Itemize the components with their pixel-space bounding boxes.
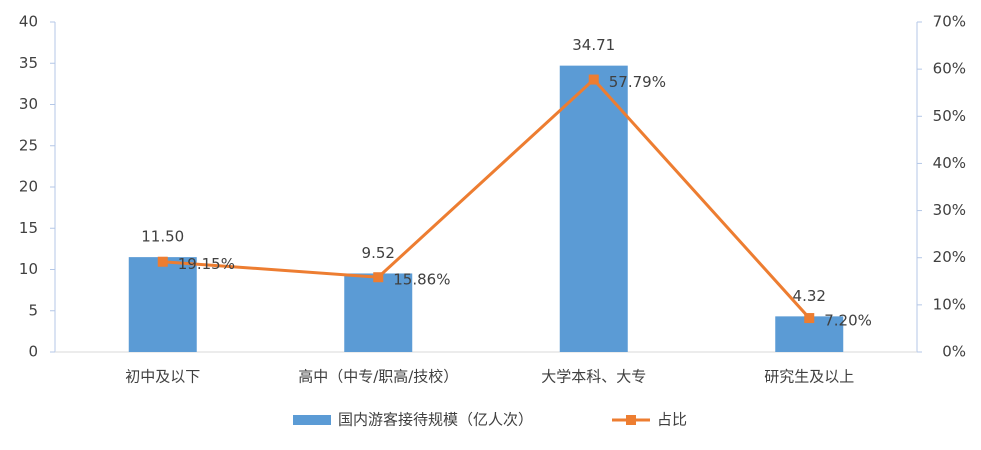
y2-tick-label: 20% <box>933 248 966 266</box>
y-tick-label: 35 <box>19 54 38 72</box>
line-marker <box>157 256 168 267</box>
y2-tick-label: 70% <box>933 13 966 31</box>
y2-tick-label: 0% <box>942 343 966 361</box>
line-marker <box>804 313 815 324</box>
legend-swatch <box>293 415 331 425</box>
bar-value-label: 11.50 <box>141 228 184 246</box>
y-tick-label: 30 <box>19 95 38 113</box>
y-tick-label: 40 <box>19 13 38 31</box>
bar <box>559 65 628 352</box>
line-value-label: 19.15% <box>178 255 235 273</box>
line-value-label: 57.79% <box>609 73 666 91</box>
y2-tick-label: 40% <box>933 154 966 172</box>
y2-tick-label: 50% <box>933 107 966 125</box>
bar-value-label: 4.32 <box>793 287 826 305</box>
bar-value-label: 9.52 <box>362 244 395 262</box>
line <box>162 77 811 320</box>
x-tick-label: 大学本科、大专 <box>541 368 646 386</box>
y-tick-label: 20 <box>19 178 38 196</box>
y-tick-label: 25 <box>19 136 38 154</box>
x-tick-label: 初中及以下 <box>125 368 200 386</box>
bar <box>344 273 413 352</box>
legend-label: 国内游客接待规模（亿人次） <box>338 411 533 429</box>
y-tick-label: 5 <box>28 301 38 319</box>
y2-tick-label: 10% <box>933 295 966 313</box>
line-marker <box>373 272 384 283</box>
x-tick-label: 研究生及以上 <box>764 368 854 386</box>
line-marker <box>588 74 599 85</box>
line-value-label: 7.20% <box>824 312 872 330</box>
y2-tick-label: 60% <box>933 60 966 78</box>
y-tick-label: 0 <box>28 343 38 361</box>
bar <box>128 257 197 352</box>
x-tick-label: 高中（中专/职高/技校） <box>298 368 458 386</box>
y2-tick-label: 30% <box>933 201 966 219</box>
legend-marker <box>626 415 636 425</box>
legend-label: 占比 <box>657 411 687 429</box>
bar-value-label: 34.71 <box>572 36 615 54</box>
line-value-label: 15.86% <box>393 271 450 289</box>
y-tick-label: 10 <box>19 260 38 278</box>
y-tick-label: 15 <box>19 219 38 237</box>
